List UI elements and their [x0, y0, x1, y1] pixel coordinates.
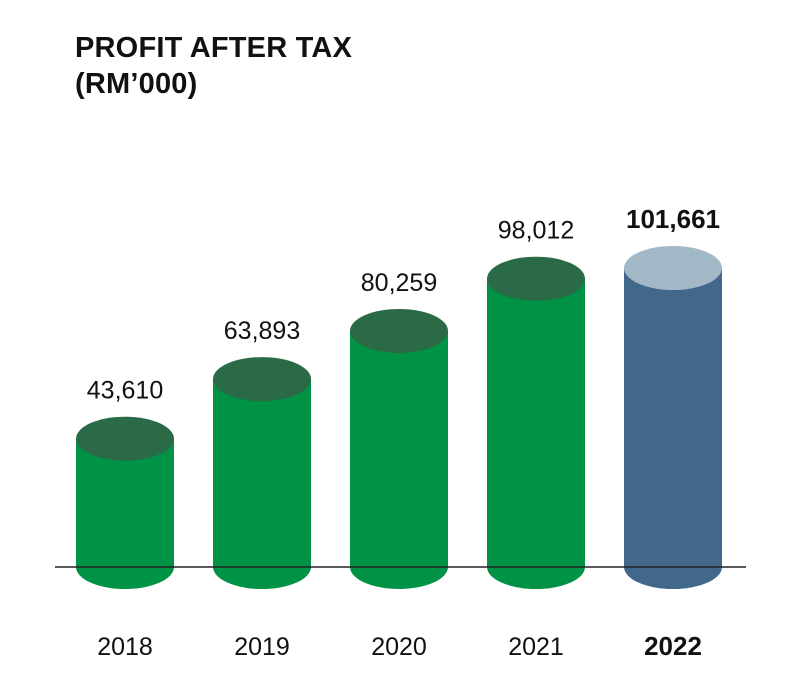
bar-body: [213, 379, 311, 589]
bars-group: [76, 246, 722, 589]
bar-body: [487, 278, 585, 589]
x-tick-label: 2021: [508, 633, 564, 661]
bar-top-cap: [487, 256, 585, 301]
bar-2018: [76, 416, 174, 589]
data-label: 98,012: [498, 217, 574, 245]
data-label: 43,610: [87, 377, 163, 405]
bar-top-cap: [350, 308, 448, 353]
labels-group: 43,610 2018 63,893 2019 80,259 2020 98,012 2021…: [87, 204, 720, 661]
chart-title: PROFIT AFTER TAX (RM’000): [75, 30, 352, 102]
chart-title-line-1: PROFIT AFTER TAX: [75, 32, 353, 64]
chart-title-line-2: (RM’000): [75, 68, 198, 100]
bar-2022: [624, 246, 722, 589]
bar-top-cap: [213, 357, 311, 402]
bar-top-cap: [624, 246, 722, 290]
x-tick-label: 2018: [97, 633, 153, 661]
bar-body: [350, 330, 448, 589]
x-tick-label: 2022: [644, 631, 702, 661]
bar-body: [624, 268, 722, 589]
data-label: 101,661: [626, 204, 720, 234]
data-label: 63,893: [224, 317, 300, 345]
x-tick-label: 2020: [371, 633, 427, 661]
bar-2019: [213, 357, 311, 589]
bar-body: [76, 438, 174, 589]
data-label: 80,259: [361, 269, 437, 297]
bar-2021: [487, 256, 585, 589]
bar-top-cap: [76, 416, 174, 461]
bar-2020: [350, 308, 448, 589]
x-tick-label: 2019: [234, 633, 290, 661]
